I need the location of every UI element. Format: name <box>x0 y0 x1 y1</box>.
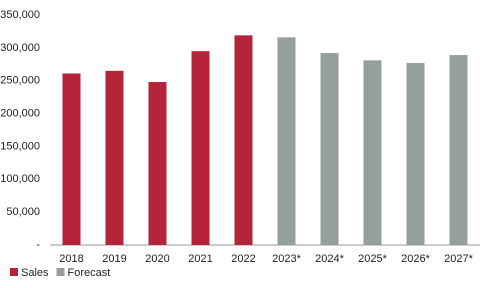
bar <box>406 62 425 245</box>
bar <box>277 37 296 245</box>
x-tick-label: 2021 <box>188 253 212 265</box>
legend-label: Forecast <box>68 267 111 279</box>
x-tick-label: 2018 <box>59 253 83 265</box>
x-tick-label: 2023* <box>272 253 301 265</box>
bar <box>191 51 210 246</box>
x-tick-label: 2025* <box>358 253 387 265</box>
legend-label: Sales <box>21 267 49 279</box>
bar <box>363 60 382 245</box>
x-tick-label: 2026* <box>401 253 430 265</box>
bar <box>105 70 124 245</box>
legend-swatch <box>10 268 18 276</box>
y-tick-label: 250,000 <box>0 75 40 87</box>
bar <box>148 82 167 246</box>
bar <box>320 53 339 245</box>
y-tick-label: 200,000 <box>0 107 40 119</box>
bar <box>62 73 81 245</box>
bar <box>449 55 468 246</box>
x-tick-label: 2024* <box>315 253 344 265</box>
legend-swatch <box>56 268 65 276</box>
y-tick-label: 150,000 <box>0 140 40 152</box>
x-tick-label: 2022 <box>231 253 255 265</box>
y-tick-label: 100,000 <box>0 173 40 185</box>
y-tick-label: 50,000 <box>6 206 40 218</box>
y-tick-label: 300,000 <box>0 42 40 54</box>
bar <box>234 35 253 245</box>
y-tick-label: 350,000 <box>0 9 40 21</box>
x-tick-label: 2020 <box>145 253 169 265</box>
x-tick-label: 2019 <box>102 253 126 265</box>
y-tick-label: - <box>36 239 40 251</box>
x-tick-label: 2027* <box>444 253 473 265</box>
